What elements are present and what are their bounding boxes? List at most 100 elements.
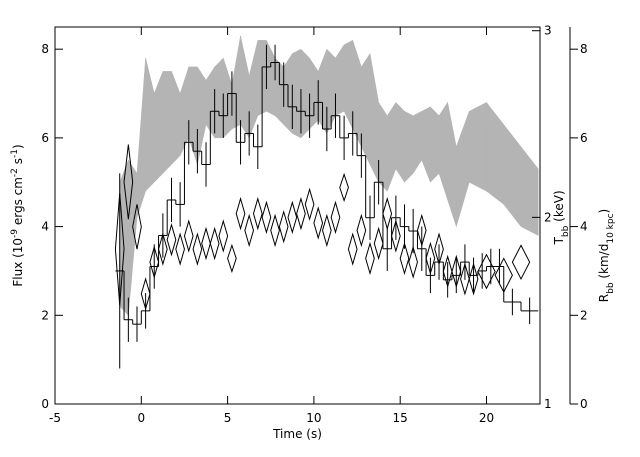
y3-tick-label: 2 [580,308,588,322]
y-axis-label-part: ) [11,144,25,149]
temperature-diamond [451,254,462,289]
y2-tick-label: 2 [544,210,552,224]
temperature-diamond [425,241,436,276]
y-axis-label-part: s [11,158,25,168]
temperature-diamond [201,226,211,261]
x-tick-label: -5 [49,411,61,425]
y-tick-label: 2 [41,308,49,322]
radius-band [503,123,522,228]
temperature-diamond [304,187,315,222]
radius-band [343,39,353,130]
temperature-diamond [330,200,341,235]
temperature-diamond [373,226,384,261]
x-tick-label: 0 [137,411,145,425]
y-axis-label: Flux (10-9 ergs cm-2 s-1) [10,144,25,286]
radius-band [136,58,146,218]
y3-tick-label: 8 [580,42,588,56]
temperature-diamond [322,213,332,248]
radius-band [412,110,423,175]
y2-axis-label: Tbb (keV) [552,190,571,245]
temperature-diamond [365,241,375,276]
temperature-diamond [468,262,479,296]
temperature-diamond [270,213,280,248]
temperature-diamond [460,262,470,296]
radius-band [447,102,457,227]
radius-band [266,40,276,117]
radius-band [153,71,164,183]
y2-tick-label: 1 [544,397,552,411]
temperature-diamond [408,245,418,279]
radius-band [468,101,487,192]
temperature-diamond [140,277,151,311]
y-axis-label-part: -2 [10,168,20,177]
temperature-diamond [391,219,401,253]
y3-tick-label: 6 [580,131,588,145]
temperature-diamond [296,196,306,231]
temperature-diamond [261,200,272,235]
radius-band [214,57,224,139]
temperature-diamond [244,213,255,248]
y3-axis-label-part: R [597,294,611,302]
temperature-diamond [287,200,298,235]
radius-band [438,101,448,201]
radius-band [292,48,302,139]
x-tick-label: 15 [393,411,408,425]
radius-band [171,71,181,166]
y2-axis-label-part: bb [561,225,571,237]
y3-axis-label-part: 10 kpc [606,213,616,243]
y-axis-label-part: -9 [10,229,20,238]
radius-band [145,57,155,192]
y-axis-label-part: -1 [10,149,20,158]
temperature-diamond [166,223,177,257]
temperature-diamond [399,241,410,276]
x-axis-label: Time (s) [272,427,322,441]
temperature-diamond [158,232,168,266]
y2-axis-label-part: (keV) [552,190,566,225]
plot-frame [54,26,541,405]
temperature-diamond [442,254,453,289]
temperature-diamond [313,206,324,240]
y3-axis-label-part: bb [606,282,616,294]
radius-band [361,52,371,165]
x-tick-label: 20 [479,411,494,425]
temperature-diamond [175,232,185,266]
radius-band [395,101,405,184]
radius-band [309,57,319,130]
y-tick-label: 0 [41,397,49,411]
temperature-diamond [132,204,142,250]
temperature-diamond [494,257,513,294]
temperature-diamond [339,172,349,203]
temperature-diamond [477,253,496,290]
y3-axis-label-part: ) [597,209,611,214]
temperature-diamond [278,209,289,244]
radius-band [456,111,470,227]
temperature-diamond [235,196,246,231]
radius-band [378,101,388,192]
y2-tick-label: 3 [544,24,552,38]
y-tick-label: 8 [41,42,49,56]
temperature-diamond [218,219,229,253]
temperature-diamond [434,232,444,266]
radius-band [300,48,310,139]
radius-band [240,35,250,139]
radius-band [352,40,362,147]
radius-band [369,53,379,183]
y3-tick-label: 4 [580,220,588,234]
x-tick-label: 5 [224,411,232,425]
temperature-diamond [252,196,263,231]
temperature-diamond [192,232,203,266]
radius-band [520,146,539,236]
temperature-diamond [114,193,125,306]
temperature-diamond [227,243,237,274]
y3-axis-label-part: (km/d [597,244,611,283]
temperature-diamond [511,244,531,281]
temperature-diamond [347,232,358,266]
y-tick-label: 4 [41,220,49,234]
radius-band [387,101,397,192]
y2-axis-label-part: T [552,236,566,245]
y3-tick-label: 0 [580,397,588,411]
y-tick-label: 6 [41,131,49,145]
y-axis-label-part: ergs cm [11,177,25,229]
radius-band [421,106,431,183]
